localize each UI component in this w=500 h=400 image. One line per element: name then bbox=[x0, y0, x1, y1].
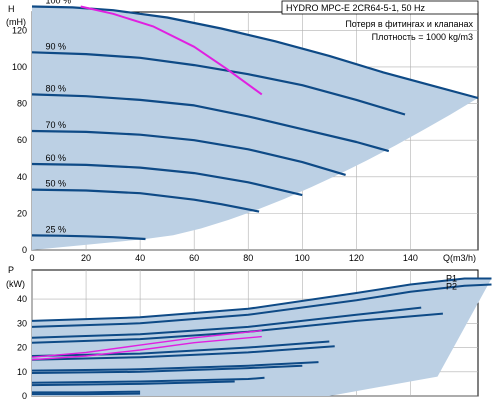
head-x-tick-label: 80 bbox=[243, 253, 253, 263]
power-curve bbox=[31, 283, 492, 328]
power-y-axis-unit: (kW) bbox=[6, 279, 25, 289]
head-y-tick-label: 20 bbox=[17, 208, 27, 218]
head-x-tick-label: 100 bbox=[295, 253, 310, 263]
head-x-axis-label: Q(m3/h) bbox=[443, 253, 476, 263]
head-speed-label: 60 % bbox=[46, 153, 67, 163]
power-y-tick-label: 10 bbox=[17, 367, 27, 377]
power-curve bbox=[31, 376, 265, 384]
head-speed-curve bbox=[31, 51, 406, 116]
chart-density-note: Плотность = 1000 kg/m3 bbox=[372, 32, 473, 42]
head-speed-curve bbox=[31, 188, 260, 213]
head-y-axis-label: H bbox=[8, 4, 15, 14]
head-speed-label: 25 % bbox=[46, 224, 67, 234]
head-speed-curve bbox=[31, 162, 303, 197]
power-y-tick-label: 40 bbox=[17, 294, 27, 304]
head-y-tick-label: 80 bbox=[17, 99, 27, 109]
power-curve bbox=[32, 392, 141, 396]
power-system-curve bbox=[31, 335, 262, 361]
power-curve bbox=[31, 345, 335, 361]
head-speed-label: 90 % bbox=[46, 41, 67, 51]
power-y-axis-label: P bbox=[8, 265, 14, 275]
head-y-axis-unit: (mH) bbox=[6, 17, 26, 27]
head-system-curve bbox=[80, 5, 263, 96]
head-y-tick-label: 60 bbox=[17, 135, 27, 145]
power-system-curve bbox=[31, 329, 262, 358]
power-series-label-p2: P2 bbox=[446, 282, 457, 292]
head-x-tick-label: 40 bbox=[135, 253, 145, 263]
head-x-tick-label: 120 bbox=[349, 253, 364, 263]
head-speed-curve bbox=[31, 129, 346, 176]
head-speed-curve bbox=[31, 93, 390, 153]
power-series-label-p1: P1 bbox=[446, 273, 457, 283]
head-speed-label: 80 % bbox=[46, 83, 67, 93]
power-curve bbox=[31, 361, 319, 372]
power-y-tick-label: 30 bbox=[17, 318, 27, 328]
head-speed-label: 100 % bbox=[46, 0, 72, 6]
head-x-tick-label: 0 bbox=[29, 253, 34, 263]
head-y-tick-label: 120 bbox=[12, 25, 27, 35]
power-curve bbox=[31, 364, 303, 374]
power-curve bbox=[31, 340, 330, 357]
head-y-tick-label: 100 bbox=[12, 62, 27, 72]
head-speed-curve bbox=[31, 234, 146, 241]
power-y-tick-label: 20 bbox=[17, 343, 27, 353]
chart-title-box bbox=[281, 0, 479, 15]
head-y-tick-label: 0 bbox=[22, 245, 27, 255]
head-x-tick-label: 60 bbox=[189, 253, 199, 263]
power-curve bbox=[31, 277, 492, 322]
head-speed-label: 50 % bbox=[46, 179, 67, 189]
power-curve bbox=[31, 306, 422, 339]
chart-title: HYDRO MPC-E 2CR64-5-1, 50 Hz bbox=[286, 3, 426, 13]
chart-subtitle: Потеря в фитингах и клапанах bbox=[345, 19, 473, 29]
power-curve bbox=[32, 390, 141, 394]
power-y-tick-label: 0 bbox=[22, 391, 27, 400]
head-x-tick-label: 140 bbox=[403, 253, 418, 263]
head-x-tick-label: 20 bbox=[81, 253, 91, 263]
head-y-tick-label: 40 bbox=[17, 172, 27, 182]
head-speed-label: 70 % bbox=[46, 120, 67, 130]
power-curve bbox=[31, 380, 235, 387]
